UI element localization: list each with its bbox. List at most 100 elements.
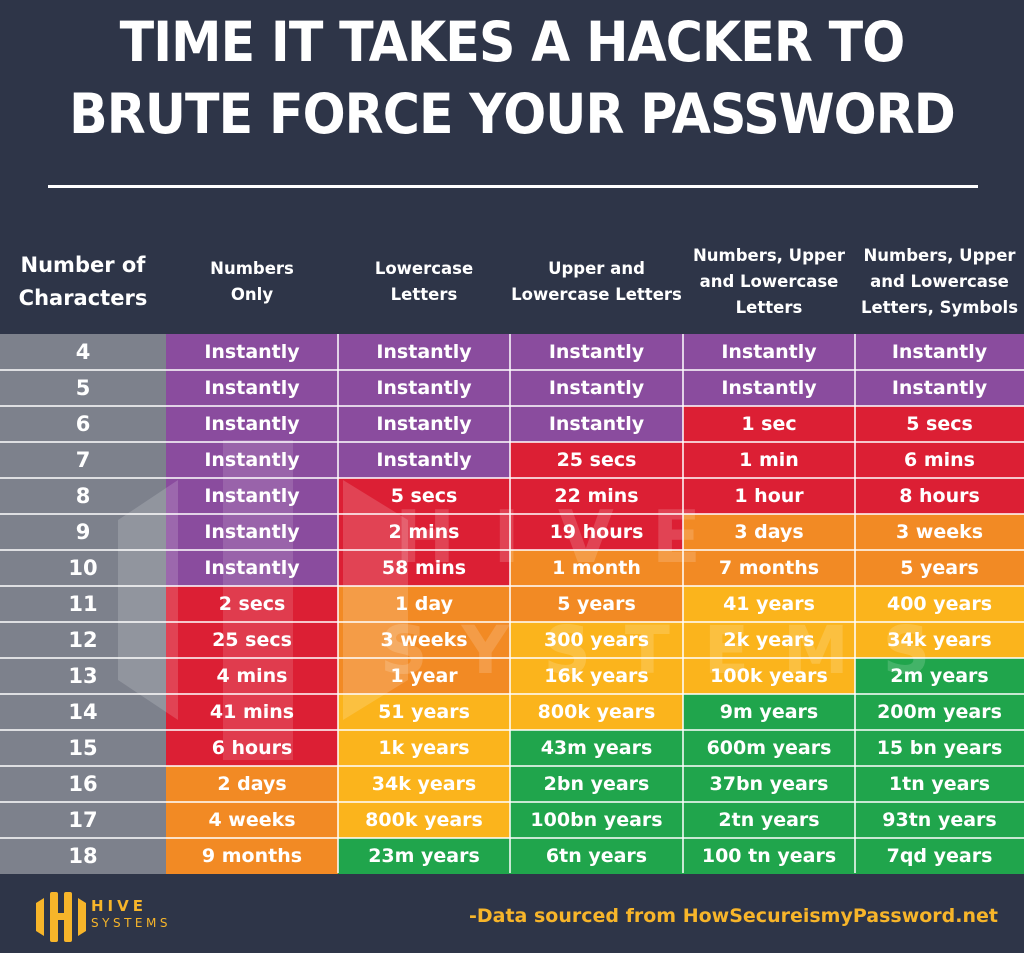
crack-time-cell: 25 secs (166, 622, 338, 658)
crack-time-cell: 100 tn years (683, 838, 855, 874)
crack-time-cell: 1 hour (683, 478, 855, 514)
row-divider (0, 405, 1024, 407)
crack-time-cell: Instantly (166, 406, 338, 442)
table-row: 8 Instantly 5 secs 22 mins 1 hour 8 hours (0, 478, 1024, 514)
crack-time-cell: 43m years (510, 730, 683, 766)
character-count-cell: 15 (0, 730, 166, 766)
crack-time-cell: Instantly (510, 406, 683, 442)
table-row: 7 Instantly Instantly 25 secs 1 min 6 mins (0, 442, 1024, 478)
row-divider (0, 477, 1024, 479)
crack-time-cell: Instantly (166, 370, 338, 406)
crack-time-cell: 2tn years (683, 802, 855, 838)
row-divider (0, 837, 1024, 839)
table-row: 16 2 days 34k years 2bn years 37bn years 1tn … (0, 766, 1024, 802)
table-row: 9 Instantly 2 mins 19 hours 3 days 3 weeks (0, 514, 1024, 550)
character-count-cell: 12 (0, 622, 166, 658)
crack-time-cell: 5 secs (338, 478, 510, 514)
column-header-line: Only (230, 285, 274, 304)
column-header-line: Numbers (210, 259, 294, 278)
column-header-5: Numbers, Upper and Lowercase Letters, Symb… (855, 232, 1024, 332)
data-source-credit: -Data sourced from HowSecureismyPassword… (469, 905, 998, 927)
crack-time-cell: 9 months (166, 838, 338, 874)
crack-time-cell: Instantly (510, 334, 683, 370)
hive-logo-icon (36, 892, 86, 942)
row-divider (0, 657, 1024, 659)
table-row: 18 9 months 23m years 6tn years 100 tn years… (0, 838, 1024, 874)
crack-time-cell: Instantly (166, 550, 338, 586)
logo-text-hive: HIVE (91, 897, 147, 915)
row-divider (0, 621, 1024, 623)
crack-time-cell: 15 bn years (855, 730, 1024, 766)
character-count-cell: 13 (0, 658, 166, 694)
row-divider (0, 441, 1024, 443)
crack-time-cell: Instantly (166, 334, 338, 370)
crack-time-cell: 6 mins (855, 442, 1024, 478)
table-row: 15 6 hours 1k years 43m years 600m years 15 b… (0, 730, 1024, 766)
crack-time-cell: 3 weeks (855, 514, 1024, 550)
crack-time-cell: 2 days (166, 766, 338, 802)
title-line-2: BRUTE FORCE YOUR PASSWORD (69, 82, 956, 146)
crack-time-cell: Instantly (510, 370, 683, 406)
crack-time-cell: 9m years (683, 694, 855, 730)
character-count-cell: 14 (0, 694, 166, 730)
character-count-cell: 17 (0, 802, 166, 838)
column-header-line: Letters (390, 285, 458, 304)
column-header-line: Lowercase (374, 259, 474, 278)
column-header-line: Numbers, Upper (863, 246, 1016, 265)
crack-time-cell: 3 weeks (338, 622, 510, 658)
column-header-line: Upper and (548, 259, 645, 278)
column-header-4: Numbers, Upper and Lowercase Letters (683, 232, 855, 332)
character-count-cell: 16 (0, 766, 166, 802)
column-header-line: Characters (18, 286, 148, 310)
hive-systems-logo: HIVE SYSTEMS (36, 889, 176, 945)
table-row: 11 2 secs 1 day 5 years 41 years 400 years (0, 586, 1024, 622)
table-row: 12 25 secs 3 weeks 300 years 2k years 34k yea… (0, 622, 1024, 658)
title-line-1: TIME IT TAKES A HACKER TO (119, 10, 906, 74)
crack-time-cell: 600m years (683, 730, 855, 766)
character-count-cell: 7 (0, 442, 166, 478)
crack-time-cell: Instantly (166, 478, 338, 514)
crack-time-cell: Instantly (338, 442, 510, 478)
column-divider (509, 334, 511, 873)
crack-time-cell: 1 min (683, 442, 855, 478)
row-divider (0, 513, 1024, 515)
table-row: 13 4 mins 1 year 16k years 100k years 2m year… (0, 658, 1024, 694)
crack-time-cell: 1 month (510, 550, 683, 586)
crack-time-cell: 3 days (683, 514, 855, 550)
crack-time-cell: 37bn years (683, 766, 855, 802)
crack-time-cell: 2 secs (166, 586, 338, 622)
table-row: 14 41 mins 51 years 800k years 9m years 200m … (0, 694, 1024, 730)
column-header-0: Number of Characters (0, 232, 166, 332)
crack-time-cell: 34k years (338, 766, 510, 802)
row-divider (0, 693, 1024, 695)
crack-time-cell: 1tn years (855, 766, 1024, 802)
crack-time-cell: Instantly (166, 442, 338, 478)
crack-time-cell: 22 mins (510, 478, 683, 514)
crack-time-cell: 800k years (338, 802, 510, 838)
character-count-cell: 8 (0, 478, 166, 514)
column-header-line: Letters, Symbols (860, 298, 1019, 317)
crack-time-cell: 5 secs (855, 406, 1024, 442)
crack-time-cell: 2 mins (338, 514, 510, 550)
crack-time-cell: 100k years (683, 658, 855, 694)
logo-text-systems: SYSTEMS (91, 916, 171, 930)
crack-time-cell: 5 years (510, 586, 683, 622)
column-divider (854, 334, 856, 873)
crack-time-cell: 19 hours (510, 514, 683, 550)
column-divider (682, 334, 684, 873)
crack-time-cell: 8 hours (855, 478, 1024, 514)
crack-time-cell: 51 years (338, 694, 510, 730)
crack-time-cell: 1 sec (683, 406, 855, 442)
character-count-cell: 18 (0, 838, 166, 874)
crack-time-cell: Instantly (166, 514, 338, 550)
crack-time-cell: 400 years (855, 586, 1024, 622)
crack-time-cell: 7qd years (855, 838, 1024, 874)
column-header-2: Lowercase Letters (338, 232, 510, 332)
crack-time-cell: Instantly (683, 370, 855, 406)
crack-time-cell: Instantly (683, 334, 855, 370)
crack-time-cell: 4 mins (166, 658, 338, 694)
brute-force-table: 4 Instantly Instantly Instantly Instantly Ins… (0, 334, 1024, 874)
table-row: 5 Instantly Instantly Instantly Instantly Ins… (0, 370, 1024, 406)
crack-time-cell: Instantly (855, 334, 1024, 370)
character-count-cell: 11 (0, 586, 166, 622)
